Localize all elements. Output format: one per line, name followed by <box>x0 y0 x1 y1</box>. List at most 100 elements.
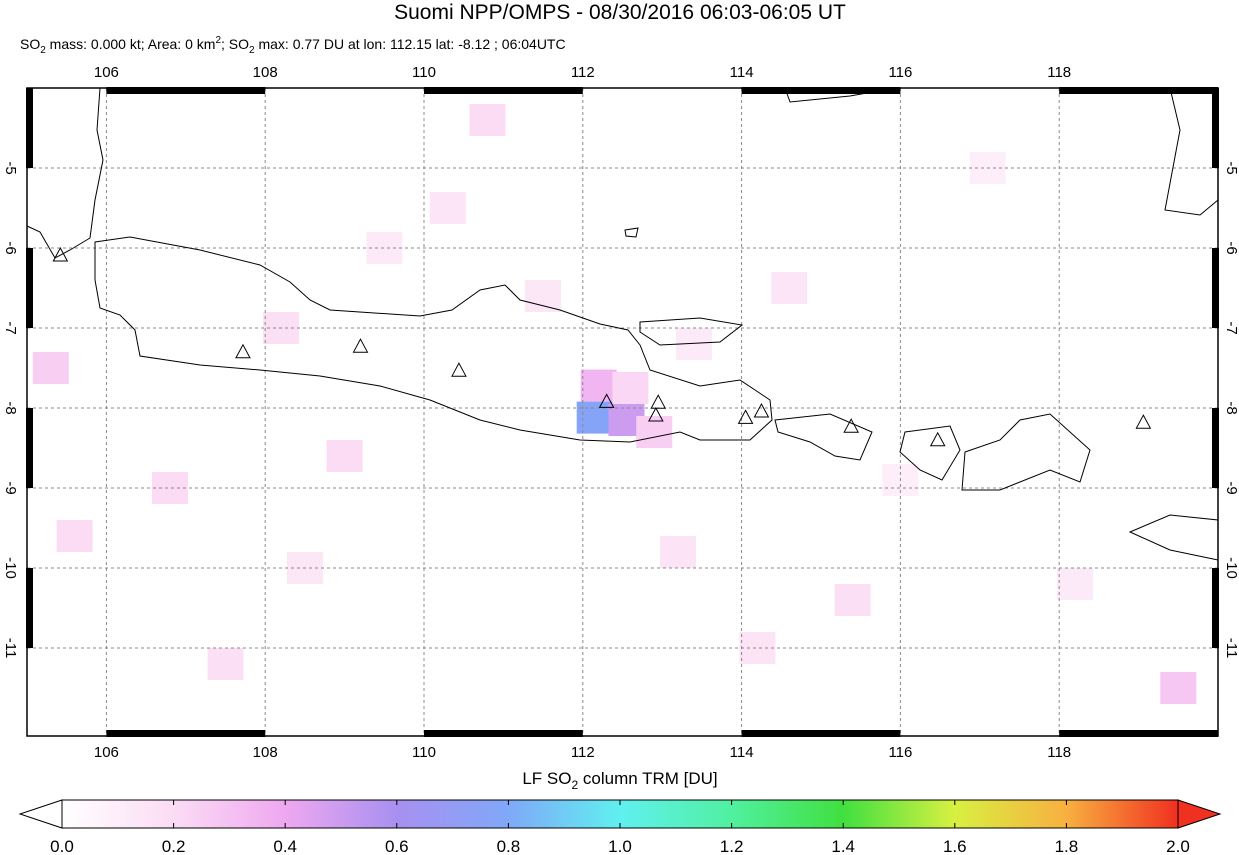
frame-segment <box>741 87 901 94</box>
y-tick-label: -6 <box>2 241 19 254</box>
subtitle-part: SO <box>20 36 40 52</box>
x-tick-label: 116 <box>888 744 912 761</box>
y-tick-label: -9 <box>1223 481 1239 494</box>
volcano <box>52 246 69 262</box>
x-tick-label: 118 <box>1047 64 1071 81</box>
colorbar-tick-label: 0.8 <box>497 837 521 855</box>
volcano <box>929 431 946 447</box>
so2-pixel <box>151 472 188 504</box>
y-tick-label: -7 <box>2 321 19 334</box>
frame-segment <box>106 87 266 94</box>
colorbar: 0.0 0.2 0.4 0.6 0.8 1.0 1.2 1.4 1.6 1.8 2.0 <box>18 799 1222 855</box>
x-tick-label: 114 <box>730 744 754 761</box>
subtitle-part: 2 <box>40 45 46 56</box>
frame-segment <box>1059 87 1218 94</box>
y-tick-label: -10 <box>2 557 19 579</box>
colorbar-label-part: 2 <box>571 778 578 792</box>
volcano <box>235 343 251 359</box>
frame-segment <box>1212 568 1219 648</box>
volcano <box>598 393 615 408</box>
subtitle-part: 2 <box>215 35 221 46</box>
volcano <box>1135 414 1152 429</box>
colorbar-tick-label: 1.2 <box>720 837 744 855</box>
frame-segment <box>1059 730 1218 737</box>
coastline <box>899 425 961 481</box>
so2-pixel <box>469 104 506 136</box>
coastline <box>774 413 873 461</box>
so2-pixel <box>771 272 808 304</box>
colorbar-tick-label: 1.6 <box>943 837 967 855</box>
frame-segment <box>1212 248 1219 328</box>
frame-segment <box>26 248 33 328</box>
y-tick-label: -10 <box>1223 557 1239 579</box>
so2-pixel <box>834 584 871 616</box>
coastline <box>1128 514 1219 561</box>
so2-pixel <box>326 440 363 472</box>
colorbar-tick-label: 0.2 <box>162 837 186 855</box>
colorbar-tick-label: 0.4 <box>273 837 297 855</box>
map-frame <box>26 87 1219 737</box>
grid <box>27 88 1218 736</box>
frame-segment <box>26 88 33 168</box>
so2-pixel <box>207 648 244 680</box>
so2-pixel <box>32 352 69 384</box>
y-tick-label: -8 <box>2 401 19 414</box>
x-tick-label: 116 <box>888 64 912 81</box>
subtitle-part: mass: 0.000 kt; Area: 0 km <box>46 36 216 52</box>
x-tick-label: 110 <box>412 64 436 81</box>
volcano <box>650 394 667 409</box>
so2-pixel <box>525 280 562 312</box>
colorbar-tick-label: 2.0 <box>1166 837 1190 855</box>
frame-segment <box>424 730 583 737</box>
x-tick-label: 112 <box>571 64 595 81</box>
so2-pixels <box>32 104 1197 704</box>
volcano <box>648 406 664 422</box>
so2-pixel <box>612 372 649 404</box>
so2-pixel <box>429 192 466 224</box>
axes: 106 106 108 108 110 110 112 112 114 114 116 116 118 1… <box>2 64 1239 761</box>
volcano <box>737 409 754 424</box>
coastlines <box>26 87 1219 561</box>
colorbar-label-part: LF SO <box>522 769 571 788</box>
colorbar-tick-label: 0.0 <box>50 837 74 855</box>
y-tick-label: -9 <box>2 481 19 494</box>
so2-pixel <box>56 520 93 552</box>
so2-pixel <box>1160 672 1197 704</box>
volcano <box>352 338 369 353</box>
x-tick-label: 108 <box>253 744 278 761</box>
frame-segment <box>26 408 33 488</box>
x-tick-label: 106 <box>94 64 119 81</box>
x-tick-label: 110 <box>412 744 436 761</box>
x-tick-label: 114 <box>730 64 754 81</box>
x-tick-label: 118 <box>1047 744 1071 761</box>
volcanoes <box>52 246 1152 447</box>
colorbar-extend-high <box>1177 799 1222 829</box>
volcano <box>451 362 467 377</box>
frame-segment <box>1212 88 1219 168</box>
colorbar-label: LF SO2 column TRM [DU] <box>522 769 717 792</box>
frame-segment <box>26 568 33 648</box>
x-tick-label: 112 <box>571 744 595 761</box>
coastline <box>961 413 1091 491</box>
subtitle-part: 2 <box>249 45 255 56</box>
so2-pixel <box>739 632 776 664</box>
so2-pixel <box>366 232 403 264</box>
subtitle-part: ; SO <box>221 36 249 52</box>
volcano <box>843 418 860 433</box>
colorbar-label-part: column TRM [DU] <box>578 769 718 788</box>
title: Suomi NPP/OMPS - 08/30/2016 06:03-06:05 … <box>394 1 846 24</box>
so2-pixel <box>576 401 613 434</box>
so2-pixel <box>660 536 697 568</box>
colorbar-tick-label: 1.0 <box>608 837 632 855</box>
y-tick-label: -5 <box>1223 161 1239 174</box>
volcano <box>753 402 770 418</box>
frame-segment <box>1212 408 1219 488</box>
y-tick-label: -11 <box>1223 638 1239 659</box>
y-tick-label: -8 <box>1223 401 1239 414</box>
colorbar-tick-label: 1.8 <box>1055 837 1079 855</box>
subtitle-part: max: 0.77 DU at lon: 112.15 lat: -8.12 ;… <box>255 36 566 52</box>
colorbar-tick-label: 0.6 <box>385 837 409 855</box>
frame-segment <box>424 87 583 94</box>
so2-pixel <box>580 369 617 402</box>
